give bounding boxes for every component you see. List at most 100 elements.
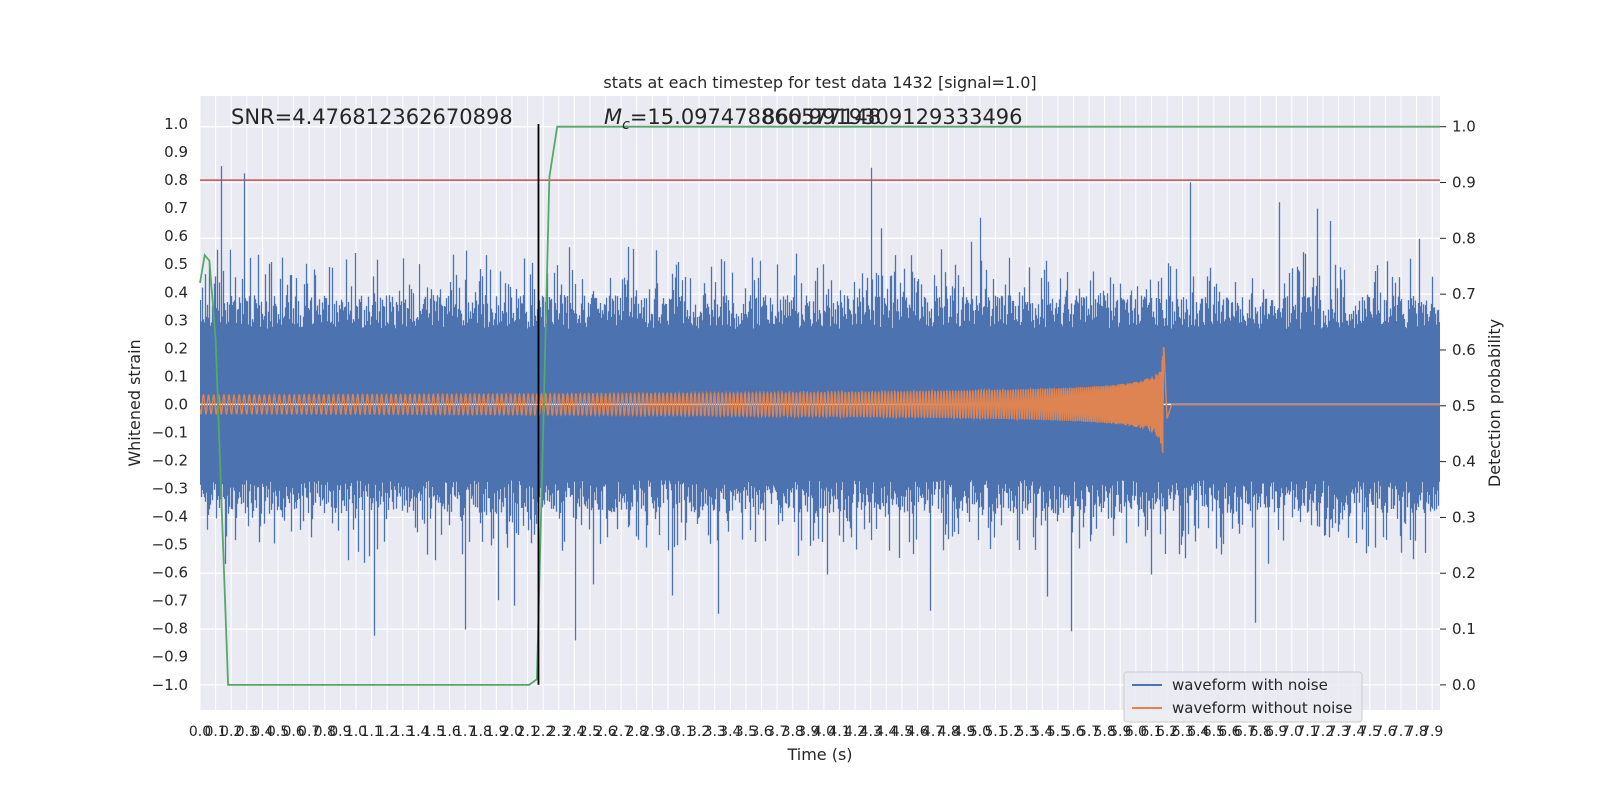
x-tick-label: 1.6 — [438, 724, 460, 740]
y-tick-label: 0.5 — [164, 255, 188, 273]
x-tick-label: 1.0 — [345, 724, 367, 740]
x-tick-label: 1.9 — [485, 724, 507, 740]
x-tick-label: 0.7 — [298, 724, 320, 740]
x-tick-label: 3.6 — [750, 724, 772, 740]
x-tick-label: 0.1 — [204, 724, 226, 740]
x-tick-label: 2.2 — [532, 724, 554, 740]
y-tick-label: 0.7 — [164, 199, 188, 217]
x-tick-label: 1.7 — [454, 724, 476, 740]
y-tick-label: −0.7 — [152, 592, 188, 610]
axes-group: 0.00.10.20.30.40.50.60.70.80.91.01.11.21… — [152, 115, 1476, 740]
legend-label-noisy: waveform with noise — [1172, 676, 1328, 694]
y-tick-label: 0.3 — [164, 311, 188, 329]
x-tick-label: 2.8 — [626, 724, 648, 740]
x-tick-label: 0.2 — [220, 724, 242, 740]
x-tick-label: 6.7 — [1234, 724, 1256, 740]
x-tick-label: 3.7 — [766, 724, 788, 740]
x-tick-label: 3.4 — [719, 724, 741, 740]
mc-subscript: c — [622, 117, 630, 133]
y-right-tick-label: 0.6 — [1452, 341, 1476, 359]
x-tick-label: 0.9 — [329, 724, 351, 740]
x-tick-label: 2.0 — [501, 724, 523, 740]
y-axis-right-label: Detection probability — [1485, 319, 1504, 487]
y-right-tick-label: 0.3 — [1452, 508, 1476, 526]
x-tick-label: 5.4 — [1031, 724, 1053, 740]
x-tick-label: 4.0 — [813, 724, 835, 740]
y-tick-label: 0.9 — [164, 143, 188, 161]
x-tick-label: 7.5 — [1359, 724, 1381, 740]
y-right-tick-label: 1.0 — [1452, 118, 1476, 136]
x-tick-label: 7.3 — [1327, 724, 1349, 740]
x-tick-label: 7.2 — [1312, 724, 1334, 740]
x-tick-label: 6.3 — [1172, 724, 1194, 740]
x-tick-label: 3.5 — [735, 724, 757, 740]
x-tick-label: 7.4 — [1343, 724, 1365, 740]
x-tick-label: 5.1 — [984, 724, 1006, 740]
x-tick-label: 7.9 — [1421, 724, 1443, 740]
x-tick-label: 0.8 — [314, 724, 336, 740]
y-tick-label: −0.6 — [152, 564, 188, 582]
x-tick-label: 3.9 — [797, 724, 819, 740]
x-tick-label: 6.9 — [1265, 724, 1287, 740]
y-tick-label: 0.6 — [164, 227, 188, 245]
x-tick-label: 6.1 — [1140, 724, 1162, 740]
y-tick-label: −0.3 — [152, 480, 188, 498]
x-tick-label: 4.2 — [844, 724, 866, 740]
y-right-tick-label: 0.5 — [1452, 397, 1476, 415]
legend-label-clean: waveform without noise — [1172, 699, 1352, 717]
overlap-annotation: 860.9919309129333496 — [762, 105, 1023, 129]
snr-annotation: SNR=4.476812362670898 — [231, 105, 513, 129]
y-right-tick-label: 0.8 — [1452, 229, 1476, 247]
y-tick-label: −0.4 — [152, 508, 188, 526]
y-tick-label: 0.1 — [164, 367, 188, 385]
y-tick-label: 1.0 — [164, 115, 188, 133]
x-tick-label: 0.0 — [189, 724, 211, 740]
clean-waveform-group — [200, 347, 1440, 454]
chart-title: stats at each timestep for test data 143… — [603, 73, 1036, 92]
x-tick-label: 7.1 — [1296, 724, 1318, 740]
legend: waveform with noise waveform without noi… — [1123, 671, 1363, 723]
x-tick-label: 2.7 — [610, 724, 632, 740]
x-tick-label: 5.3 — [1016, 724, 1038, 740]
x-axis-label: Time (s) — [786, 745, 852, 764]
x-tick-label: 3.1 — [672, 724, 694, 740]
x-tick-label: 0.5 — [267, 724, 289, 740]
mc-symbol: M — [604, 105, 622, 129]
x-tick-label: 6.8 — [1249, 724, 1271, 740]
x-tick-label: 1.5 — [423, 724, 445, 740]
x-tick-label: 0.3 — [236, 724, 258, 740]
x-tick-label: 2.6 — [594, 724, 616, 740]
x-tick-label: 6.4 — [1187, 724, 1209, 740]
x-tick-label: 3.0 — [657, 724, 679, 740]
y-right-tick-label: 0.1 — [1452, 620, 1476, 638]
y-right-tick-label: 0.2 — [1452, 564, 1476, 582]
x-tick-label: 4.8 — [938, 724, 960, 740]
x-tick-label: 2.4 — [563, 724, 585, 740]
y-tick-label: −0.1 — [152, 423, 188, 441]
x-tick-label: 4.5 — [891, 724, 913, 740]
x-tick-label: 3.2 — [688, 724, 710, 740]
y-axis-label: Whitened strain — [125, 339, 144, 466]
y-tick-label: −0.2 — [152, 451, 188, 469]
x-tick-label: 6.5 — [1203, 724, 1225, 740]
x-tick-label: 0.6 — [282, 724, 304, 740]
legend-box — [1123, 671, 1363, 723]
y-tick-label: 0.0 — [164, 395, 188, 413]
x-tick-label: 2.5 — [579, 724, 601, 740]
x-tick-label: 3.3 — [704, 724, 726, 740]
x-tick-label: 7.0 — [1281, 724, 1303, 740]
y-right-tick-label: 0.9 — [1452, 174, 1476, 192]
y-tick-label: −0.8 — [152, 620, 188, 638]
x-tick-label: 0.4 — [251, 724, 273, 740]
x-tick-label: 1.4 — [407, 724, 429, 740]
x-tick-label: 4.3 — [860, 724, 882, 740]
x-tick-label: 7.7 — [1390, 724, 1412, 740]
x-tick-label: 4.7 — [922, 724, 944, 740]
x-tick-label: 5.9 — [1109, 724, 1131, 740]
overlays-group — [199, 124, 1440, 686]
y-tick-label: 0.4 — [164, 283, 188, 301]
x-tick-label: 4.4 — [875, 724, 897, 740]
y-right-tick-label: 0.4 — [1452, 453, 1476, 471]
clean-waveform-line — [200, 347, 1440, 454]
x-tick-label: 5.8 — [1094, 724, 1116, 740]
